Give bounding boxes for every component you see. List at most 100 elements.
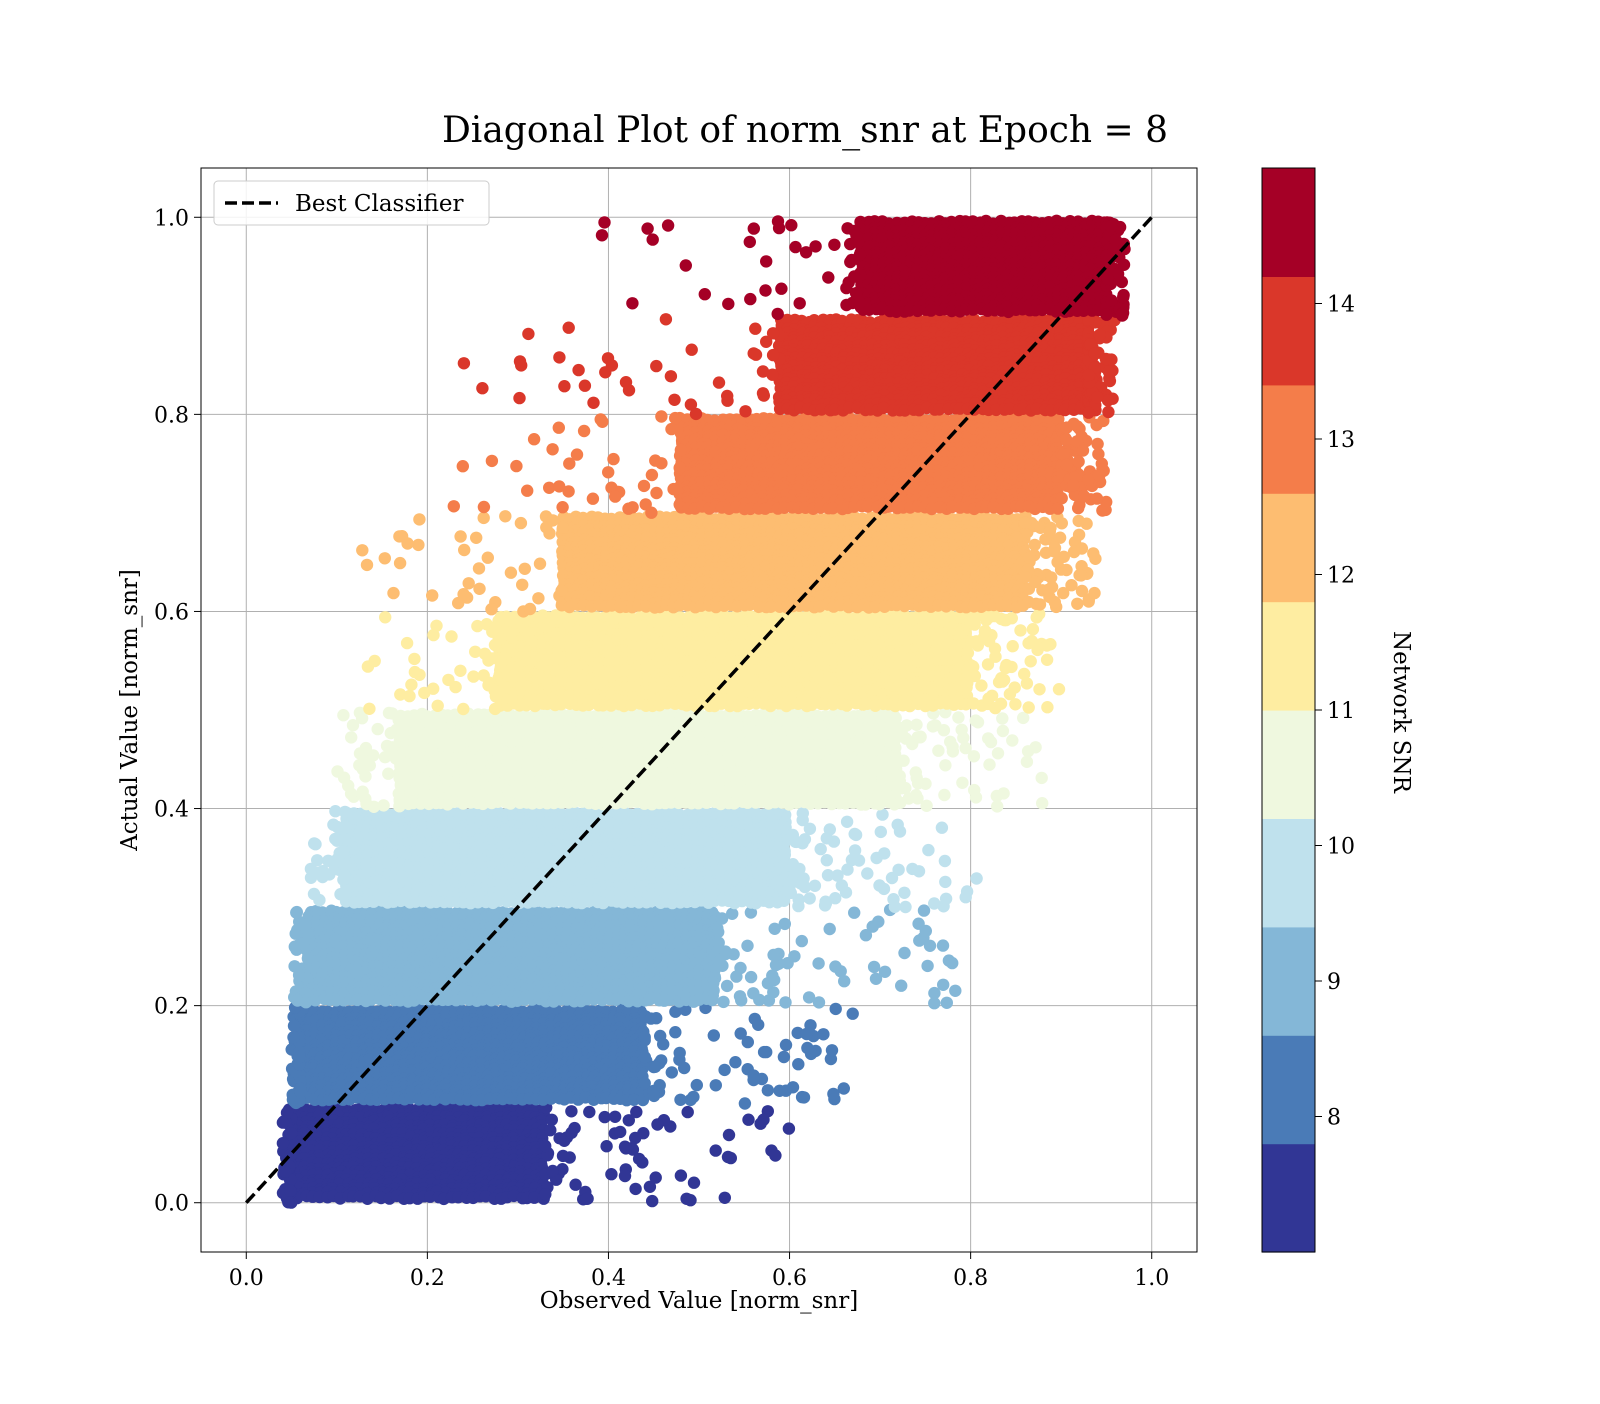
- point: [706, 994, 718, 1006]
- point: [288, 960, 300, 972]
- point: [544, 1124, 556, 1136]
- point: [650, 1171, 662, 1183]
- point: [787, 1081, 799, 1093]
- point: [718, 1064, 730, 1076]
- point: [941, 997, 953, 1009]
- point: [688, 1177, 700, 1189]
- point: [937, 939, 949, 951]
- point: [657, 1038, 669, 1050]
- point: [691, 1079, 703, 1091]
- point: [629, 1183, 641, 1195]
- point: [796, 935, 808, 947]
- point: [633, 1153, 645, 1165]
- point: [848, 907, 860, 919]
- point: [803, 991, 815, 1003]
- point: [867, 920, 879, 932]
- band-3: [305, 805, 983, 913]
- point: [798, 1091, 810, 1103]
- point: [826, 1044, 838, 1056]
- chart-title: Diagonal Plot of norm_snr at Epoch = 8: [442, 110, 1168, 151]
- point: [773, 1085, 785, 1097]
- point: [739, 1097, 751, 1109]
- point: [284, 1185, 296, 1197]
- point: [639, 1031, 651, 1043]
- point: [674, 1094, 686, 1106]
- point: [752, 1019, 764, 1031]
- point: [767, 949, 779, 961]
- point: [287, 1031, 299, 1043]
- point: [817, 1028, 829, 1040]
- point: [769, 923, 781, 935]
- point: [645, 1012, 657, 1024]
- point: [812, 957, 824, 969]
- point: [277, 1116, 289, 1128]
- band-0: [277, 1101, 795, 1209]
- point: [742, 1114, 754, 1126]
- point: [331, 835, 343, 847]
- point: [768, 974, 780, 986]
- point: [924, 940, 936, 952]
- point: [565, 1105, 577, 1117]
- point: [581, 1193, 593, 1205]
- point: [730, 970, 742, 982]
- point: [290, 928, 302, 940]
- point: [838, 1082, 850, 1094]
- point: [666, 1066, 678, 1078]
- point: [830, 1003, 842, 1015]
- point: [747, 1074, 759, 1086]
- point: [717, 996, 729, 1008]
- point: [828, 1093, 840, 1105]
- point: [546, 1114, 558, 1126]
- point: [729, 1056, 741, 1068]
- point: [646, 1195, 658, 1207]
- point: [288, 1020, 300, 1032]
- point: [619, 1170, 631, 1182]
- point: [868, 961, 880, 973]
- point: [778, 1051, 790, 1063]
- point: [710, 1144, 722, 1156]
- point: [609, 1111, 621, 1123]
- point: [708, 1029, 720, 1041]
- point: [800, 1028, 812, 1040]
- point: [722, 1151, 734, 1163]
- point: [741, 940, 753, 952]
- point: [285, 1127, 297, 1139]
- point: [735, 994, 747, 1006]
- point: [649, 1061, 661, 1073]
- point: [721, 980, 733, 992]
- point: [687, 1091, 699, 1103]
- point: [779, 996, 791, 1008]
- point: [539, 1188, 551, 1200]
- point: [719, 1192, 731, 1204]
- point: [294, 1086, 306, 1098]
- point: [539, 1140, 551, 1152]
- point: [674, 1047, 686, 1059]
- point: [637, 1127, 649, 1139]
- point: [937, 979, 949, 991]
- point: [949, 985, 961, 997]
- point: [322, 855, 334, 867]
- point: [297, 938, 309, 950]
- point: [568, 1122, 580, 1134]
- band-1: [286, 1001, 859, 1109]
- point: [898, 947, 910, 959]
- point: [648, 1090, 660, 1102]
- point: [754, 1118, 766, 1130]
- point: [569, 1179, 581, 1191]
- point: [639, 1051, 651, 1063]
- point: [801, 1042, 813, 1054]
- point: [710, 1079, 722, 1091]
- scatter-points: [277, 215, 1131, 1209]
- point: [928, 997, 940, 1009]
- point: [895, 980, 907, 992]
- point: [946, 957, 958, 969]
- point: [583, 1106, 595, 1118]
- point: [723, 1129, 735, 1141]
- point: [792, 1058, 804, 1070]
- point: [762, 1084, 774, 1096]
- point: [745, 971, 757, 983]
- point: [719, 945, 731, 957]
- point: [921, 960, 933, 972]
- point: [600, 1140, 612, 1152]
